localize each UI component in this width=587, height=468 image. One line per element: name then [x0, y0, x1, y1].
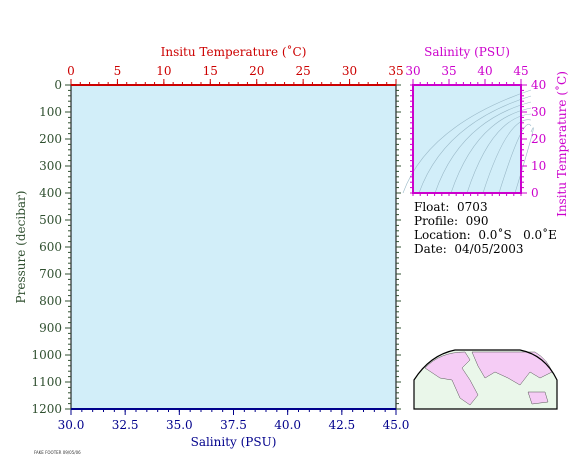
temperature-tick-label: 10 [156, 64, 171, 78]
density-contour [514, 127, 534, 194]
pressure-tick-label: 1000 [31, 348, 62, 362]
temperature-tick-label: 25 [296, 64, 311, 78]
density-contour [402, 89, 532, 194]
world-map-icon [413, 349, 558, 410]
pressure-tick-label: 800 [39, 294, 62, 308]
salinity-tick-label: 32.5 [112, 418, 139, 432]
inset-salinity-axis-label: Salinity (PSU) [424, 45, 510, 59]
map-land-australia [527, 391, 549, 405]
temperature-axis-label: Insitu Temperature (˚C) [161, 44, 307, 59]
pressure-tick-label: 300 [39, 159, 62, 173]
pressure-axis-label: Pressure (decibar) [14, 191, 28, 304]
map-land-africa-europe [424, 351, 479, 406]
profile-id-text: Profile: 090 [414, 214, 489, 228]
inset-temperature-tick-label: 10 [531, 159, 546, 173]
temperature-tick-label: 30 [342, 64, 357, 78]
density-contour [434, 101, 532, 194]
pressure-tick-label: 900 [39, 321, 62, 335]
salinity-tick-label: 40.0 [274, 418, 301, 432]
pressure-tick-label: 1100 [31, 375, 62, 389]
salinity-tick-label: 37.5 [220, 418, 247, 432]
inset-temperature-tick-label: 40 [531, 78, 546, 92]
map-outline [413, 349, 558, 410]
inset-temperature-tick-label: 30 [531, 105, 546, 119]
inset-temperature-axis-label: Insitu Temperature (˚C) [554, 71, 569, 217]
salinity-axis-label: Salinity (PSU) [191, 435, 277, 449]
location-text: Location: 0.0˚S 0.0˚E [414, 228, 557, 242]
inset-salinity-tick-label: 30 [405, 64, 420, 78]
pressure-tick-label: 500 [39, 213, 62, 227]
temperature-tick-label: 20 [249, 64, 264, 78]
temperature-tick-label: 0 [67, 64, 75, 78]
temperature-tick-label: 15 [203, 64, 218, 78]
main-profile-plot: 0 5 10 15 20 25 30 35 Insitu Temperature (˚C) 30.… [14, 44, 409, 449]
footer-small-text: FAKE FOOTER 09/05/06 [34, 450, 81, 455]
density-contour [418, 95, 532, 194]
salinity-tick-label: 45.0 [383, 418, 410, 432]
density-contour [466, 113, 532, 194]
density-contour [450, 107, 532, 194]
pressure-tick-label: 0 [54, 78, 62, 92]
salinity-tick-label: 30.0 [58, 418, 85, 432]
pressure-tick-label: 100 [39, 105, 62, 119]
pressure-tick-label: 600 [39, 240, 62, 254]
density-contour [482, 119, 532, 194]
float-id-text: Float: 0703 [414, 200, 488, 214]
inset-temperature-tick-label: 20 [531, 132, 546, 146]
pressure-tick-label: 400 [39, 186, 62, 200]
pressure-tick-label: 200 [39, 132, 62, 146]
temperature-tick-label: 5 [114, 64, 122, 78]
salinity-tick-label: 42.5 [328, 418, 355, 432]
density-contour [498, 124, 532, 194]
inset-salinity-tick-label: 35 [441, 64, 456, 78]
date-text: Date: 04/05/2003 [414, 242, 524, 256]
plot-area [70, 84, 397, 410]
inset-salinity-tick-label: 45 [513, 64, 528, 78]
pressure-tick-label: 700 [39, 267, 62, 281]
inset-temperature-tick-label: 0 [531, 186, 539, 200]
pressure-tick-label: 1200 [31, 402, 62, 416]
temperature-tick-label: 35 [388, 64, 403, 78]
inset-salinity-tick-label: 40 [477, 64, 492, 78]
salinity-tick-label: 35.0 [166, 418, 193, 432]
